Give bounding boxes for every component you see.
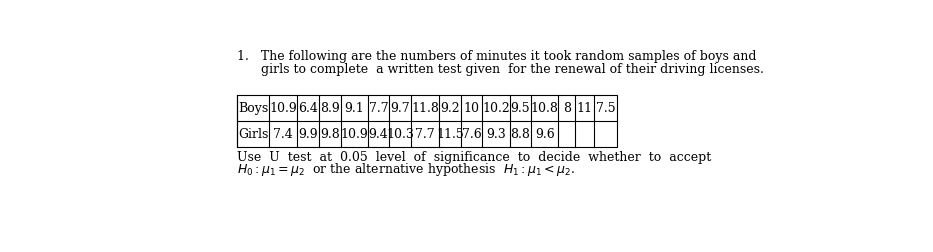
Text: 9.5: 9.5	[510, 102, 530, 114]
Text: 10.2: 10.2	[482, 102, 509, 114]
Text: Boys: Boys	[238, 102, 268, 114]
Text: 10.3: 10.3	[386, 128, 414, 141]
Text: 9.4: 9.4	[369, 128, 388, 141]
Text: 10: 10	[464, 102, 480, 114]
Text: 7.4: 7.4	[273, 128, 293, 141]
Text: 7.5: 7.5	[596, 102, 616, 114]
Text: 7.7: 7.7	[369, 102, 388, 114]
Text: $\it{H}_0 : \mu_1 = \mu_2$  or the alternative hypothesis  $\it{H}_1 : \mu_1 < \: $\it{H}_0 : \mu_1 = \mu_2$ or the altern…	[237, 161, 575, 178]
Text: 9.7: 9.7	[391, 102, 411, 114]
Text: Girls: Girls	[238, 128, 268, 141]
Text: 10.9: 10.9	[270, 102, 297, 114]
Text: 9.9: 9.9	[299, 128, 318, 141]
Text: Use  U  test  at  0.05  level  of  significance  to  decide  whether  to  accept: Use U test at 0.05 level of significance…	[237, 151, 711, 164]
Text: 11.5: 11.5	[436, 128, 464, 141]
Text: 10.8: 10.8	[531, 102, 559, 114]
Text: 11: 11	[577, 102, 592, 114]
Text: 9.2: 9.2	[440, 102, 460, 114]
Text: girls to complete  a written test given  for the renewal of their driving licens: girls to complete a written test given f…	[237, 63, 763, 76]
Text: 9.8: 9.8	[320, 128, 340, 141]
Text: 7.6: 7.6	[462, 128, 481, 141]
Text: 9.3: 9.3	[486, 128, 506, 141]
Bar	[237, 95, 618, 147]
Text: 10.9: 10.9	[341, 128, 368, 141]
Text: 6.4: 6.4	[299, 102, 318, 114]
Text: 8: 8	[563, 102, 571, 114]
Text: 8.9: 8.9	[320, 102, 340, 114]
Text: 1.   The following are the numbers of minutes it took random samples of boys and: 1. The following are the numbers of minu…	[237, 50, 757, 63]
Text: 9.1: 9.1	[344, 102, 364, 114]
Text: 11.8: 11.8	[411, 102, 439, 114]
Text: 9.6: 9.6	[535, 128, 555, 141]
Text: 8.8: 8.8	[510, 128, 530, 141]
Text: 7.7: 7.7	[415, 128, 435, 141]
